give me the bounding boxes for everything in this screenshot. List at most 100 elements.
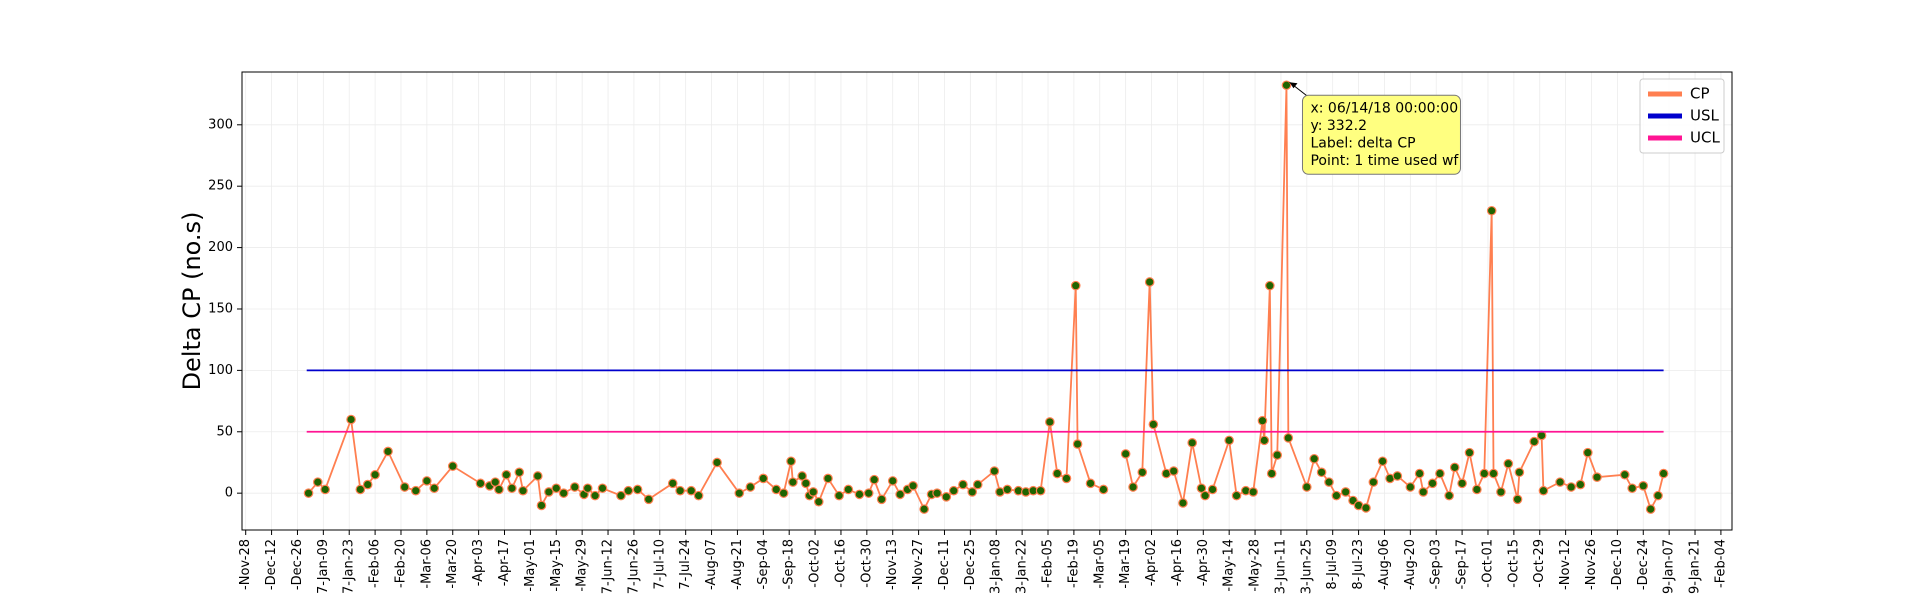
- data-point: [1503, 458, 1514, 469]
- data-point: [1414, 468, 1425, 479]
- data-point: [1144, 277, 1155, 287]
- x-tick-label: -Feb-04: [1713, 539, 1728, 588]
- x-tick-label: -Aug-21: [730, 539, 745, 590]
- data-point: [948, 485, 959, 496]
- y-tick-label: 50: [216, 424, 233, 439]
- data-point: [1148, 419, 1159, 430]
- data-point: [475, 478, 486, 489]
- data-point: [1464, 447, 1475, 458]
- data-point: [1514, 467, 1525, 478]
- data-point: [558, 488, 569, 498]
- x-tick-label: -Sep-04: [756, 539, 771, 589]
- data-point: [808, 487, 819, 497]
- axes-frame: [241, 71, 1733, 531]
- data-point: [1265, 280, 1275, 291]
- x-tick-label: -Apr-03: [471, 539, 486, 586]
- tooltip-text: Label: delta CP: [1310, 135, 1415, 151]
- data-point: [320, 484, 330, 495]
- data-point: [312, 477, 323, 487]
- data-point: [346, 414, 356, 425]
- x-tick-label: 9-Jan-21: [1688, 539, 1703, 594]
- data-point: [667, 478, 678, 489]
- x-tick-label: -Mar-06: [419, 539, 434, 589]
- data-point: [1435, 468, 1445, 479]
- data-point: [399, 482, 410, 492]
- data-point: [1257, 415, 1268, 426]
- data-point: [1638, 480, 1649, 491]
- data-point: [623, 485, 634, 496]
- x-tick-label: 8-Jul-09: [1325, 539, 1340, 590]
- x-tick-label: 7-Jun-26: [626, 539, 641, 594]
- x-tick-label: 7-Jul-10: [652, 539, 667, 590]
- x-tick-label: -May-01: [523, 539, 538, 592]
- data-point: [1283, 433, 1294, 443]
- x-tick-label: -Mar-05: [1092, 539, 1107, 589]
- x-tick-label: -May-15: [549, 539, 564, 592]
- data-point: [1070, 280, 1081, 291]
- x-tick-label: 7-Jun-12: [601, 539, 616, 594]
- x-tick-label: -Nov-26: [1584, 539, 1599, 590]
- x-tick-label: -Dec-26: [290, 539, 305, 590]
- x-tick-label: -Dec-24: [1636, 539, 1651, 590]
- data-point: [869, 474, 880, 485]
- x-tick-label: -Oct-15: [1506, 539, 1521, 588]
- data-point: [1178, 498, 1188, 508]
- x-tick-label: 3-Jan-08: [989, 539, 1004, 594]
- data-point: [1207, 484, 1218, 495]
- x-tick-label: -Aug-06: [1377, 539, 1392, 590]
- data-point: [1098, 484, 1109, 495]
- data-point: [797, 471, 807, 481]
- data-point: [712, 457, 722, 468]
- data-point: [1619, 469, 1630, 480]
- y-tick-label: 100: [208, 363, 233, 378]
- data-point: [908, 480, 918, 491]
- data-point: [675, 485, 685, 496]
- data-point: [532, 471, 543, 481]
- data-point: [1331, 490, 1342, 501]
- data-point: [1486, 205, 1497, 216]
- annotation-arrowhead: [1289, 82, 1298, 89]
- data-point: [813, 496, 824, 507]
- x-tick-label: -Dec-25: [963, 539, 978, 590]
- x-tick-label: -Feb-20: [393, 539, 408, 588]
- data-point: [989, 466, 1000, 476]
- x-tick-label: -Aug-07: [704, 539, 719, 590]
- data-point: [1187, 438, 1197, 448]
- data-point: [1061, 473, 1072, 484]
- data-point: [823, 473, 833, 484]
- data-point: [514, 467, 525, 478]
- x-tick-label: -Feb-05: [1041, 539, 1056, 588]
- data-point: [1479, 468, 1490, 479]
- data-point: [1444, 490, 1454, 501]
- legend-label: UCL: [1690, 129, 1720, 147]
- data-point: [843, 484, 854, 495]
- data-point: [1324, 477, 1334, 487]
- data-point: [1538, 485, 1549, 496]
- data-point: [518, 485, 528, 496]
- data-point: [490, 477, 501, 487]
- data-point: [686, 485, 697, 496]
- x-tick-label: -May-14: [1222, 539, 1237, 592]
- data-point: [1340, 487, 1351, 497]
- x-tick-label: -Nov-27: [911, 539, 926, 590]
- data-point: [551, 483, 562, 494]
- legend-label: CP: [1690, 85, 1710, 103]
- data-point: [536, 500, 547, 511]
- x-tick-label: -Dec-10: [1610, 539, 1625, 590]
- data-point: [447, 461, 458, 471]
- x-tick-label: -Apr-02: [1144, 539, 1159, 586]
- data-point: [967, 487, 978, 497]
- x-tick-label: -Oct-01: [1480, 539, 1495, 588]
- x-tick-label: 9-Jan-07: [1662, 539, 1677, 594]
- x-tick-label: 3-Jun-25: [1299, 539, 1314, 594]
- data-point: [771, 484, 782, 495]
- data-point: [863, 488, 874, 498]
- x-tick-label: -Nov-12: [1558, 539, 1573, 590]
- data-point: [1427, 478, 1438, 489]
- data-point: [1002, 484, 1013, 495]
- data-point: [1035, 485, 1046, 496]
- data-point: [1512, 494, 1523, 505]
- data-point: [1392, 471, 1403, 481]
- x-tick-label: -Apr-17: [497, 539, 512, 586]
